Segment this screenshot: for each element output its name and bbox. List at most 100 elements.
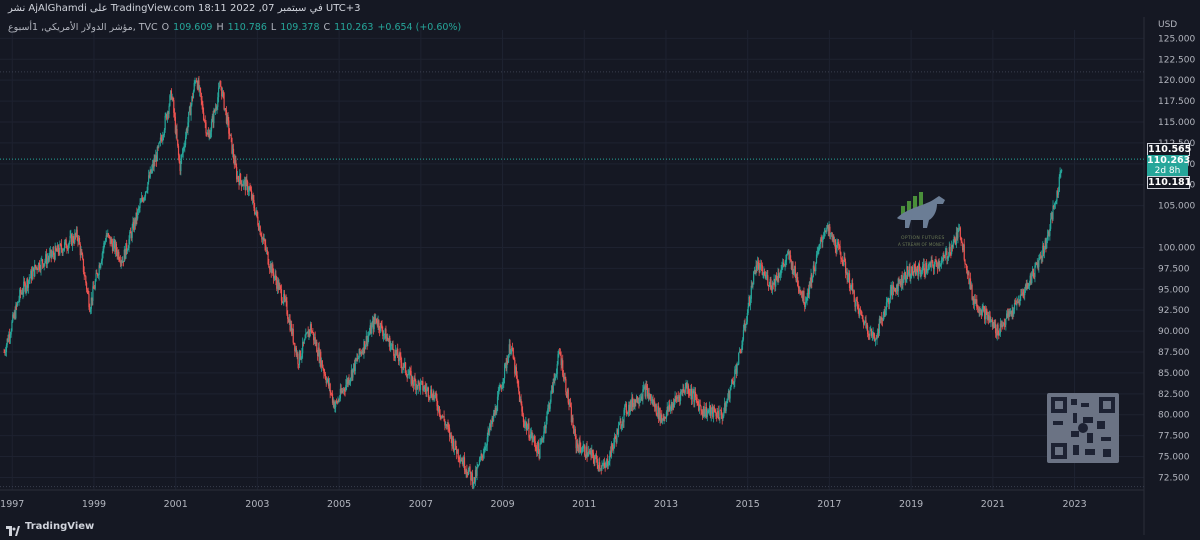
candle-body bbox=[294, 343, 296, 352]
candle-body bbox=[939, 265, 941, 267]
candle-body bbox=[518, 386, 520, 392]
candle-body bbox=[108, 235, 110, 237]
candle-body bbox=[705, 406, 707, 414]
candle-body bbox=[192, 91, 195, 99]
candle-body bbox=[997, 324, 999, 336]
candle-body bbox=[41, 259, 43, 261]
candle-body bbox=[215, 108, 217, 110]
candle-body bbox=[729, 389, 731, 399]
candle-body bbox=[745, 324, 747, 328]
candle-body bbox=[203, 112, 205, 120]
candle-body bbox=[126, 243, 128, 252]
candle-body bbox=[454, 440, 456, 449]
candle-body bbox=[984, 307, 986, 320]
candle-body bbox=[328, 383, 330, 387]
candle-body bbox=[682, 389, 684, 392]
candle-body bbox=[5, 352, 7, 353]
candle-body bbox=[766, 275, 768, 277]
candle-body bbox=[1023, 294, 1025, 296]
y-tick-label: 125.000 bbox=[1158, 34, 1195, 44]
candle-body bbox=[15, 304, 17, 319]
candle-body bbox=[371, 320, 374, 325]
candle-body bbox=[74, 233, 76, 243]
candle-body bbox=[573, 429, 576, 434]
candle-body bbox=[181, 154, 183, 160]
candle-body bbox=[302, 341, 304, 354]
candle-body bbox=[82, 258, 85, 273]
candle-body bbox=[400, 355, 402, 363]
candle-body bbox=[412, 383, 415, 386]
candle-body bbox=[66, 248, 68, 249]
candle-body bbox=[628, 404, 630, 413]
candle-body bbox=[636, 396, 638, 403]
high-label: H bbox=[216, 22, 224, 33]
candle-body bbox=[976, 299, 978, 308]
candle-body bbox=[494, 408, 496, 416]
candle-body bbox=[212, 116, 214, 124]
candle-body bbox=[453, 448, 455, 451]
candle-body bbox=[112, 243, 114, 252]
candle-body bbox=[492, 418, 494, 422]
candle-body bbox=[730, 385, 732, 390]
candle-body bbox=[1009, 311, 1012, 314]
candle-body bbox=[985, 308, 987, 311]
candle-body bbox=[895, 291, 897, 293]
candle-body bbox=[632, 402, 635, 407]
candle-body bbox=[654, 404, 657, 408]
candle-body bbox=[595, 455, 598, 460]
candle-body bbox=[128, 239, 130, 249]
candle-body bbox=[793, 273, 795, 275]
candle-body bbox=[332, 400, 334, 403]
candle-body bbox=[627, 412, 629, 414]
candle-body bbox=[702, 406, 704, 417]
candle-body bbox=[438, 406, 440, 415]
tradingview-brand[interactable]: TradingView bbox=[6, 519, 94, 536]
candle-body bbox=[841, 258, 843, 260]
candle-body bbox=[327, 378, 329, 381]
candle-body bbox=[129, 231, 132, 234]
candle-body bbox=[896, 285, 898, 293]
candle-body bbox=[278, 284, 280, 290]
candle-body bbox=[394, 350, 396, 358]
candle-body bbox=[650, 394, 652, 401]
candle-body bbox=[516, 375, 518, 380]
candle-body bbox=[732, 381, 734, 384]
candle-body bbox=[827, 224, 829, 231]
candle-body bbox=[815, 254, 818, 264]
candle-body bbox=[777, 273, 779, 281]
candle-body bbox=[33, 267, 35, 277]
candle-body bbox=[338, 399, 340, 401]
candle-body bbox=[423, 386, 426, 390]
candle-body bbox=[22, 292, 24, 295]
candle-body bbox=[996, 324, 998, 336]
candle-body bbox=[441, 415, 443, 418]
candle-body bbox=[764, 271, 766, 275]
candle-body bbox=[655, 404, 657, 414]
candle-body bbox=[358, 348, 360, 358]
candle-body bbox=[855, 299, 858, 302]
candle-body bbox=[146, 190, 148, 192]
candle-body bbox=[377, 320, 379, 326]
y-tick-label: 100.000 bbox=[1158, 243, 1195, 253]
candle-body bbox=[942, 254, 944, 259]
low-value: 109.378 bbox=[280, 22, 320, 33]
candle-body bbox=[271, 264, 273, 274]
candle-body bbox=[687, 385, 689, 389]
candle-body bbox=[768, 285, 770, 287]
candle-body bbox=[159, 137, 162, 142]
candle-body bbox=[921, 265, 924, 272]
candle-body bbox=[690, 388, 693, 400]
candle-body bbox=[163, 129, 165, 135]
candle-body bbox=[586, 446, 588, 457]
candle-body bbox=[462, 460, 464, 466]
candle-body bbox=[541, 438, 543, 440]
candle-body bbox=[177, 145, 180, 156]
candle-body bbox=[495, 408, 497, 413]
candle-body bbox=[962, 244, 965, 251]
candle-body bbox=[1033, 276, 1035, 278]
candle-body bbox=[1055, 201, 1057, 204]
candle-body bbox=[854, 301, 856, 307]
candle-body bbox=[667, 407, 669, 411]
candle-body bbox=[821, 240, 823, 243]
